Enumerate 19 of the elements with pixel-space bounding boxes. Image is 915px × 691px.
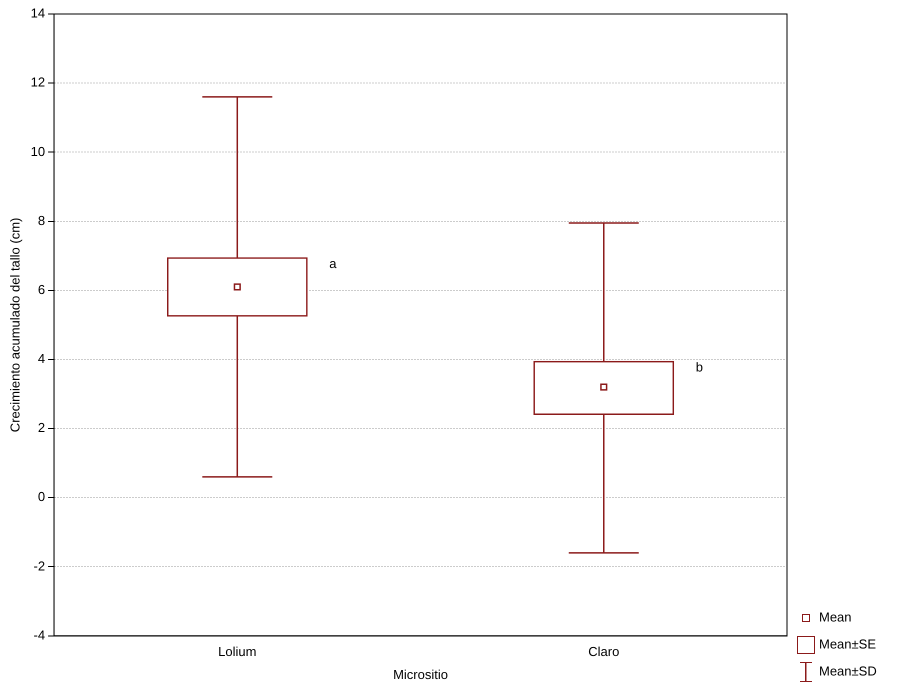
y-tick-label: -2 [33,558,46,574]
y-tick-label: 4 [38,351,46,366]
x-axis-title: Micrositio [393,666,448,682]
y-tick-label: 12 [30,74,46,90]
annotation: b [696,360,703,375]
y-tick-label: 14 [30,6,46,21]
text: Mean±SE [819,636,876,652]
text: Mean [819,609,852,624]
annotation: a [329,256,338,272]
y-tick-label: 8 [38,212,46,228]
y-tick-label: 10 [30,144,46,159]
x-tick-label: Lolium [218,644,256,660]
y-tick-label: 0 [38,489,46,504]
y-axis-title: Crecimiento acumulado del tallo (cm) [7,218,22,432]
y-tick-label: -4 [33,627,46,642]
x-tick-label: Claro [588,644,620,660]
text: Mean±SD [819,663,877,678]
y-tick-label: 6 [38,282,46,297]
y-tick-label: 2 [38,420,46,436]
